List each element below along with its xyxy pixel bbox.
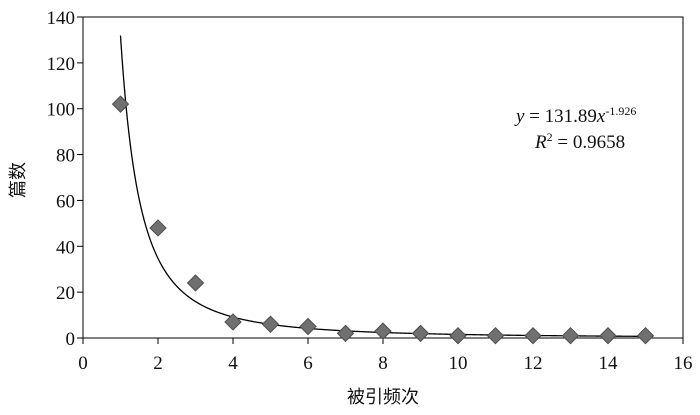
data-point <box>299 317 317 336</box>
data-point <box>261 315 280 333</box>
r-squared-value: = 0.9658 <box>552 132 626 153</box>
data-point <box>524 327 542 345</box>
trendline-equation: y = 131.89x-1.926 <box>516 104 637 128</box>
trendline-curve <box>119 35 646 338</box>
data-point <box>411 324 430 343</box>
x-tick-label: 16 <box>674 353 693 374</box>
data-point <box>186 274 205 292</box>
y-tick-label: 20 <box>56 283 75 304</box>
y-axis-label: 篇数 <box>8 162 28 198</box>
data-point <box>599 327 617 345</box>
equation-exponent: -1.926 <box>605 104 637 118</box>
data-point <box>224 313 242 331</box>
x-tick-label: 2 <box>153 353 163 374</box>
y-tick-label: 40 <box>56 237 75 258</box>
x-tick-label: 6 <box>303 353 313 374</box>
data-point <box>486 327 505 345</box>
x-tick-label: 0 <box>78 353 88 374</box>
data-point <box>449 327 467 345</box>
y-tick-label: 120 <box>47 54 76 75</box>
x-tick-label: 14 <box>599 353 619 374</box>
equation-y-symbol: y <box>516 106 525 127</box>
x-axis-label: 被引频次 <box>347 387 419 407</box>
data-point <box>374 322 392 340</box>
data-point <box>149 219 167 237</box>
equation-coefficient: = 131.89 <box>524 106 597 127</box>
data-point <box>111 95 130 113</box>
x-tick-label: 12 <box>524 353 543 374</box>
equation-x-symbol: x <box>596 106 606 127</box>
plot-frame <box>82 16 684 339</box>
y-tick-label: 100 <box>47 100 76 121</box>
x-tick-label: 4 <box>228 353 238 374</box>
x-tick-label: 10 <box>449 353 468 374</box>
y-tick-label: 140 <box>47 8 76 29</box>
r-squared-label: R2 = 0.9658 <box>535 130 626 154</box>
x-tick-label: 8 <box>378 353 388 374</box>
y-tick-label: 0 <box>66 329 76 350</box>
r-squared-power: 2 <box>546 130 553 144</box>
data-point <box>336 324 355 343</box>
y-tick-label: 60 <box>56 191 75 212</box>
data-point <box>561 327 580 345</box>
y-tick-label: 80 <box>56 146 75 167</box>
data-point <box>636 327 655 345</box>
r-symbol: R <box>535 132 547 153</box>
